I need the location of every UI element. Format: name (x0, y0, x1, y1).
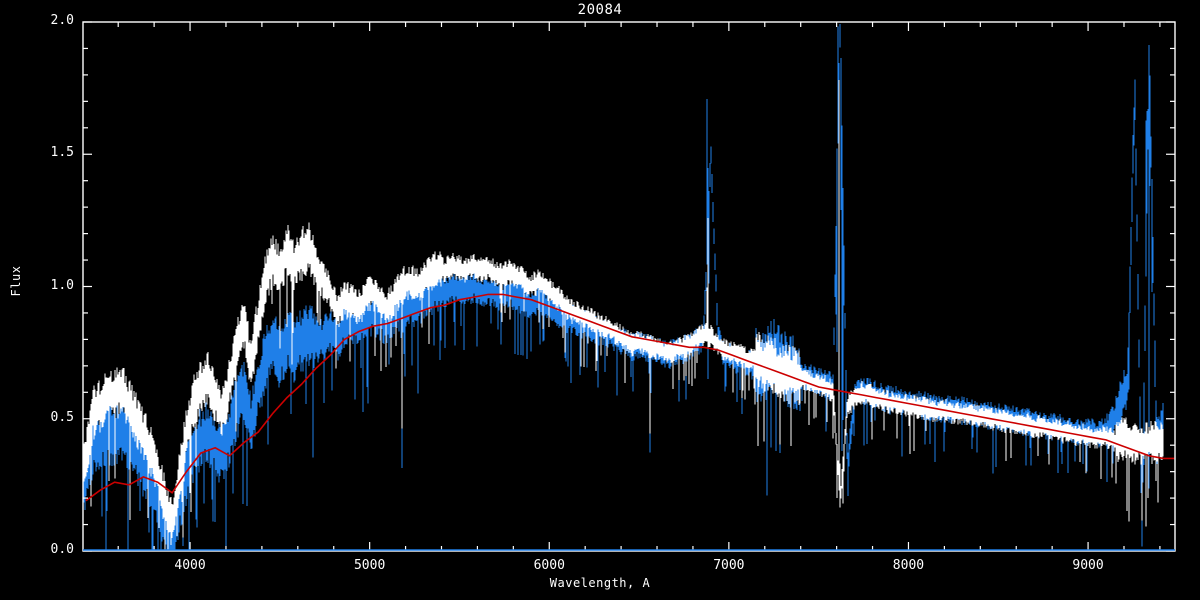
y-tick-label: 1.5 (50, 145, 74, 161)
x-tick-label: 9000 (1072, 558, 1104, 573)
y-tick-label: 0.0 (50, 542, 74, 557)
x-tick-label: 7000 (713, 558, 745, 573)
y-tick-label: 2.0 (50, 13, 74, 28)
plot-axes (82, 21, 1176, 552)
x-tick-label: 8000 (892, 558, 925, 573)
series-model-spectrum-blue (82, 24, 1164, 551)
x-tick-label: 5000 (353, 558, 386, 573)
series-continuum-fit-red (85, 293, 1175, 502)
x-tick-label: 4000 (174, 558, 206, 573)
x-axis-label: Wavelength, A (549, 576, 651, 590)
y-tick-label: 1.0 (50, 277, 74, 293)
x-tick-label: 6000 (533, 558, 565, 573)
page-title: 20084 (577, 2, 623, 18)
y-tick-label: 0.5 (50, 409, 74, 425)
series-observed-spectrum-white (82, 79, 1164, 551)
